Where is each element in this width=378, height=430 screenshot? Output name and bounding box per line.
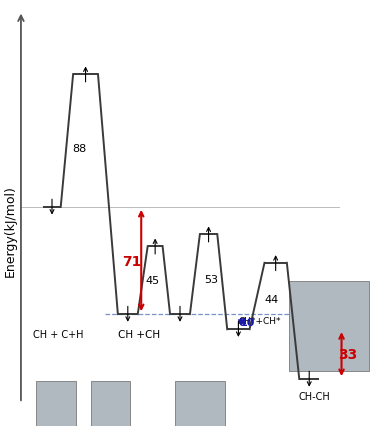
Text: Energy(kJ/mol): Energy(kJ/mol) xyxy=(3,184,17,276)
Text: 53: 53 xyxy=(204,274,218,284)
FancyBboxPatch shape xyxy=(289,281,369,372)
Text: 33: 33 xyxy=(338,347,357,361)
Text: 45: 45 xyxy=(146,276,160,286)
Text: 10: 10 xyxy=(239,317,255,327)
Text: CH-CH: CH-CH xyxy=(298,391,330,401)
Text: 44: 44 xyxy=(265,295,279,304)
Text: CH +CH: CH +CH xyxy=(118,329,160,339)
FancyBboxPatch shape xyxy=(175,381,225,426)
FancyBboxPatch shape xyxy=(91,381,130,426)
Text: 71: 71 xyxy=(122,254,142,268)
Text: CH + C+H: CH + C+H xyxy=(33,329,84,339)
Text: CH*+CH*: CH*+CH* xyxy=(239,316,281,325)
FancyBboxPatch shape xyxy=(36,381,76,426)
Text: 88: 88 xyxy=(73,144,87,154)
